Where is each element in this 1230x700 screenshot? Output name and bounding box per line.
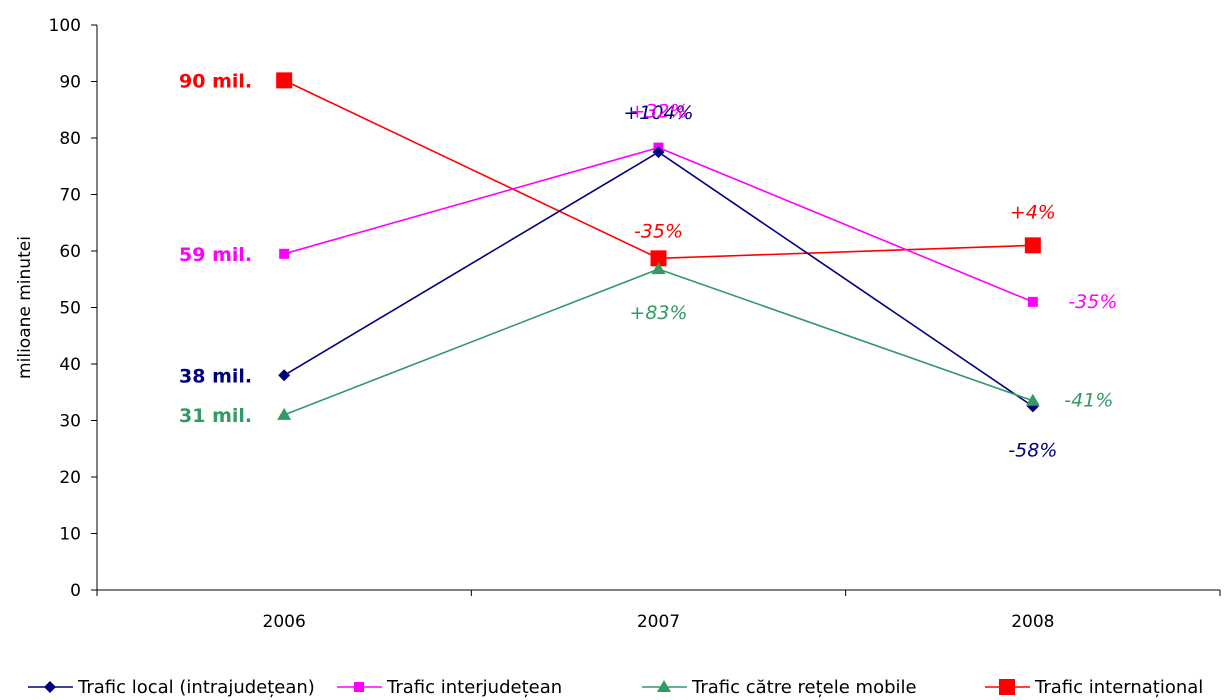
y-tick-label: 50 xyxy=(59,299,81,319)
legend-label: Trafic internațional xyxy=(1034,677,1203,698)
x-tick-label: 2008 xyxy=(1011,612,1054,632)
legend-label: Trafic interjudețean xyxy=(386,677,562,698)
series-2 xyxy=(277,262,1040,420)
change-label: +4% xyxy=(1010,201,1056,223)
data-point xyxy=(652,146,665,159)
annotations: 38 mil. +104% -58% 59 mil. +32% -35% 31 mil. +8… xyxy=(179,70,1117,461)
x-tick-label: 2006 xyxy=(263,612,306,632)
legend-label: Trafic către rețele mobile xyxy=(691,677,917,698)
y-tick-label: 80 xyxy=(59,129,81,149)
axes: 0 10 20 30 40 50 60 70 80 90 100 2006 2007 2008 milioa… xyxy=(15,16,1221,632)
y-tick-label: 40 xyxy=(59,355,81,375)
data-point xyxy=(278,369,291,382)
change-label: -35% xyxy=(1068,291,1117,313)
y-tick-label: 60 xyxy=(59,242,81,262)
y-tick-label: 10 xyxy=(59,525,81,545)
data-point xyxy=(1025,393,1040,406)
y-tick-label: 20 xyxy=(59,468,81,488)
y-tick-label: 70 xyxy=(59,186,81,206)
data-point xyxy=(279,248,290,259)
x-tick-label: 2007 xyxy=(637,612,680,632)
series-line xyxy=(283,151,1034,408)
y-tick-label: 30 xyxy=(59,412,81,432)
legend-marker xyxy=(657,680,671,692)
change-label: +32% xyxy=(629,101,687,123)
change-label: -41% xyxy=(1064,390,1113,412)
start-value-label: 38 mil. xyxy=(179,365,252,387)
start-value-label: 90 mil. xyxy=(179,70,252,92)
legend-marker xyxy=(354,682,364,692)
data-point xyxy=(1027,296,1038,307)
legend-item: Trafic local (intrajudețean) xyxy=(28,677,315,698)
legend-marker xyxy=(44,681,56,693)
change-label: +83% xyxy=(629,302,687,324)
data-point xyxy=(1024,237,1041,254)
start-value-label: 59 mil. xyxy=(179,244,252,266)
legend-item: Trafic către rețele mobile xyxy=(642,677,917,698)
change-label: +104% xyxy=(623,102,693,124)
data-point xyxy=(277,407,292,420)
data-point xyxy=(276,72,293,89)
legend-item: Trafic interjudețean xyxy=(337,677,562,698)
start-value-label: 31 mil. xyxy=(179,405,252,427)
y-tick-label: 90 xyxy=(59,73,81,93)
legend: Trafic local (intrajudețean) Trafic inter… xyxy=(28,677,1203,698)
series-layer xyxy=(276,72,1041,420)
y-axis-label: milioane minutei xyxy=(15,236,35,379)
y-tick-label: 0 xyxy=(70,581,81,601)
change-label: -58% xyxy=(1008,439,1057,461)
series-line xyxy=(283,268,1034,416)
data-point xyxy=(651,262,666,275)
legend-item: Trafic internațional xyxy=(985,677,1203,698)
y-tick-label: 100 xyxy=(49,16,81,36)
data-point xyxy=(650,250,667,267)
change-label: -35% xyxy=(634,220,683,242)
legend-marker xyxy=(999,679,1015,695)
legend-label: Trafic local (intrajudețean) xyxy=(77,677,315,698)
